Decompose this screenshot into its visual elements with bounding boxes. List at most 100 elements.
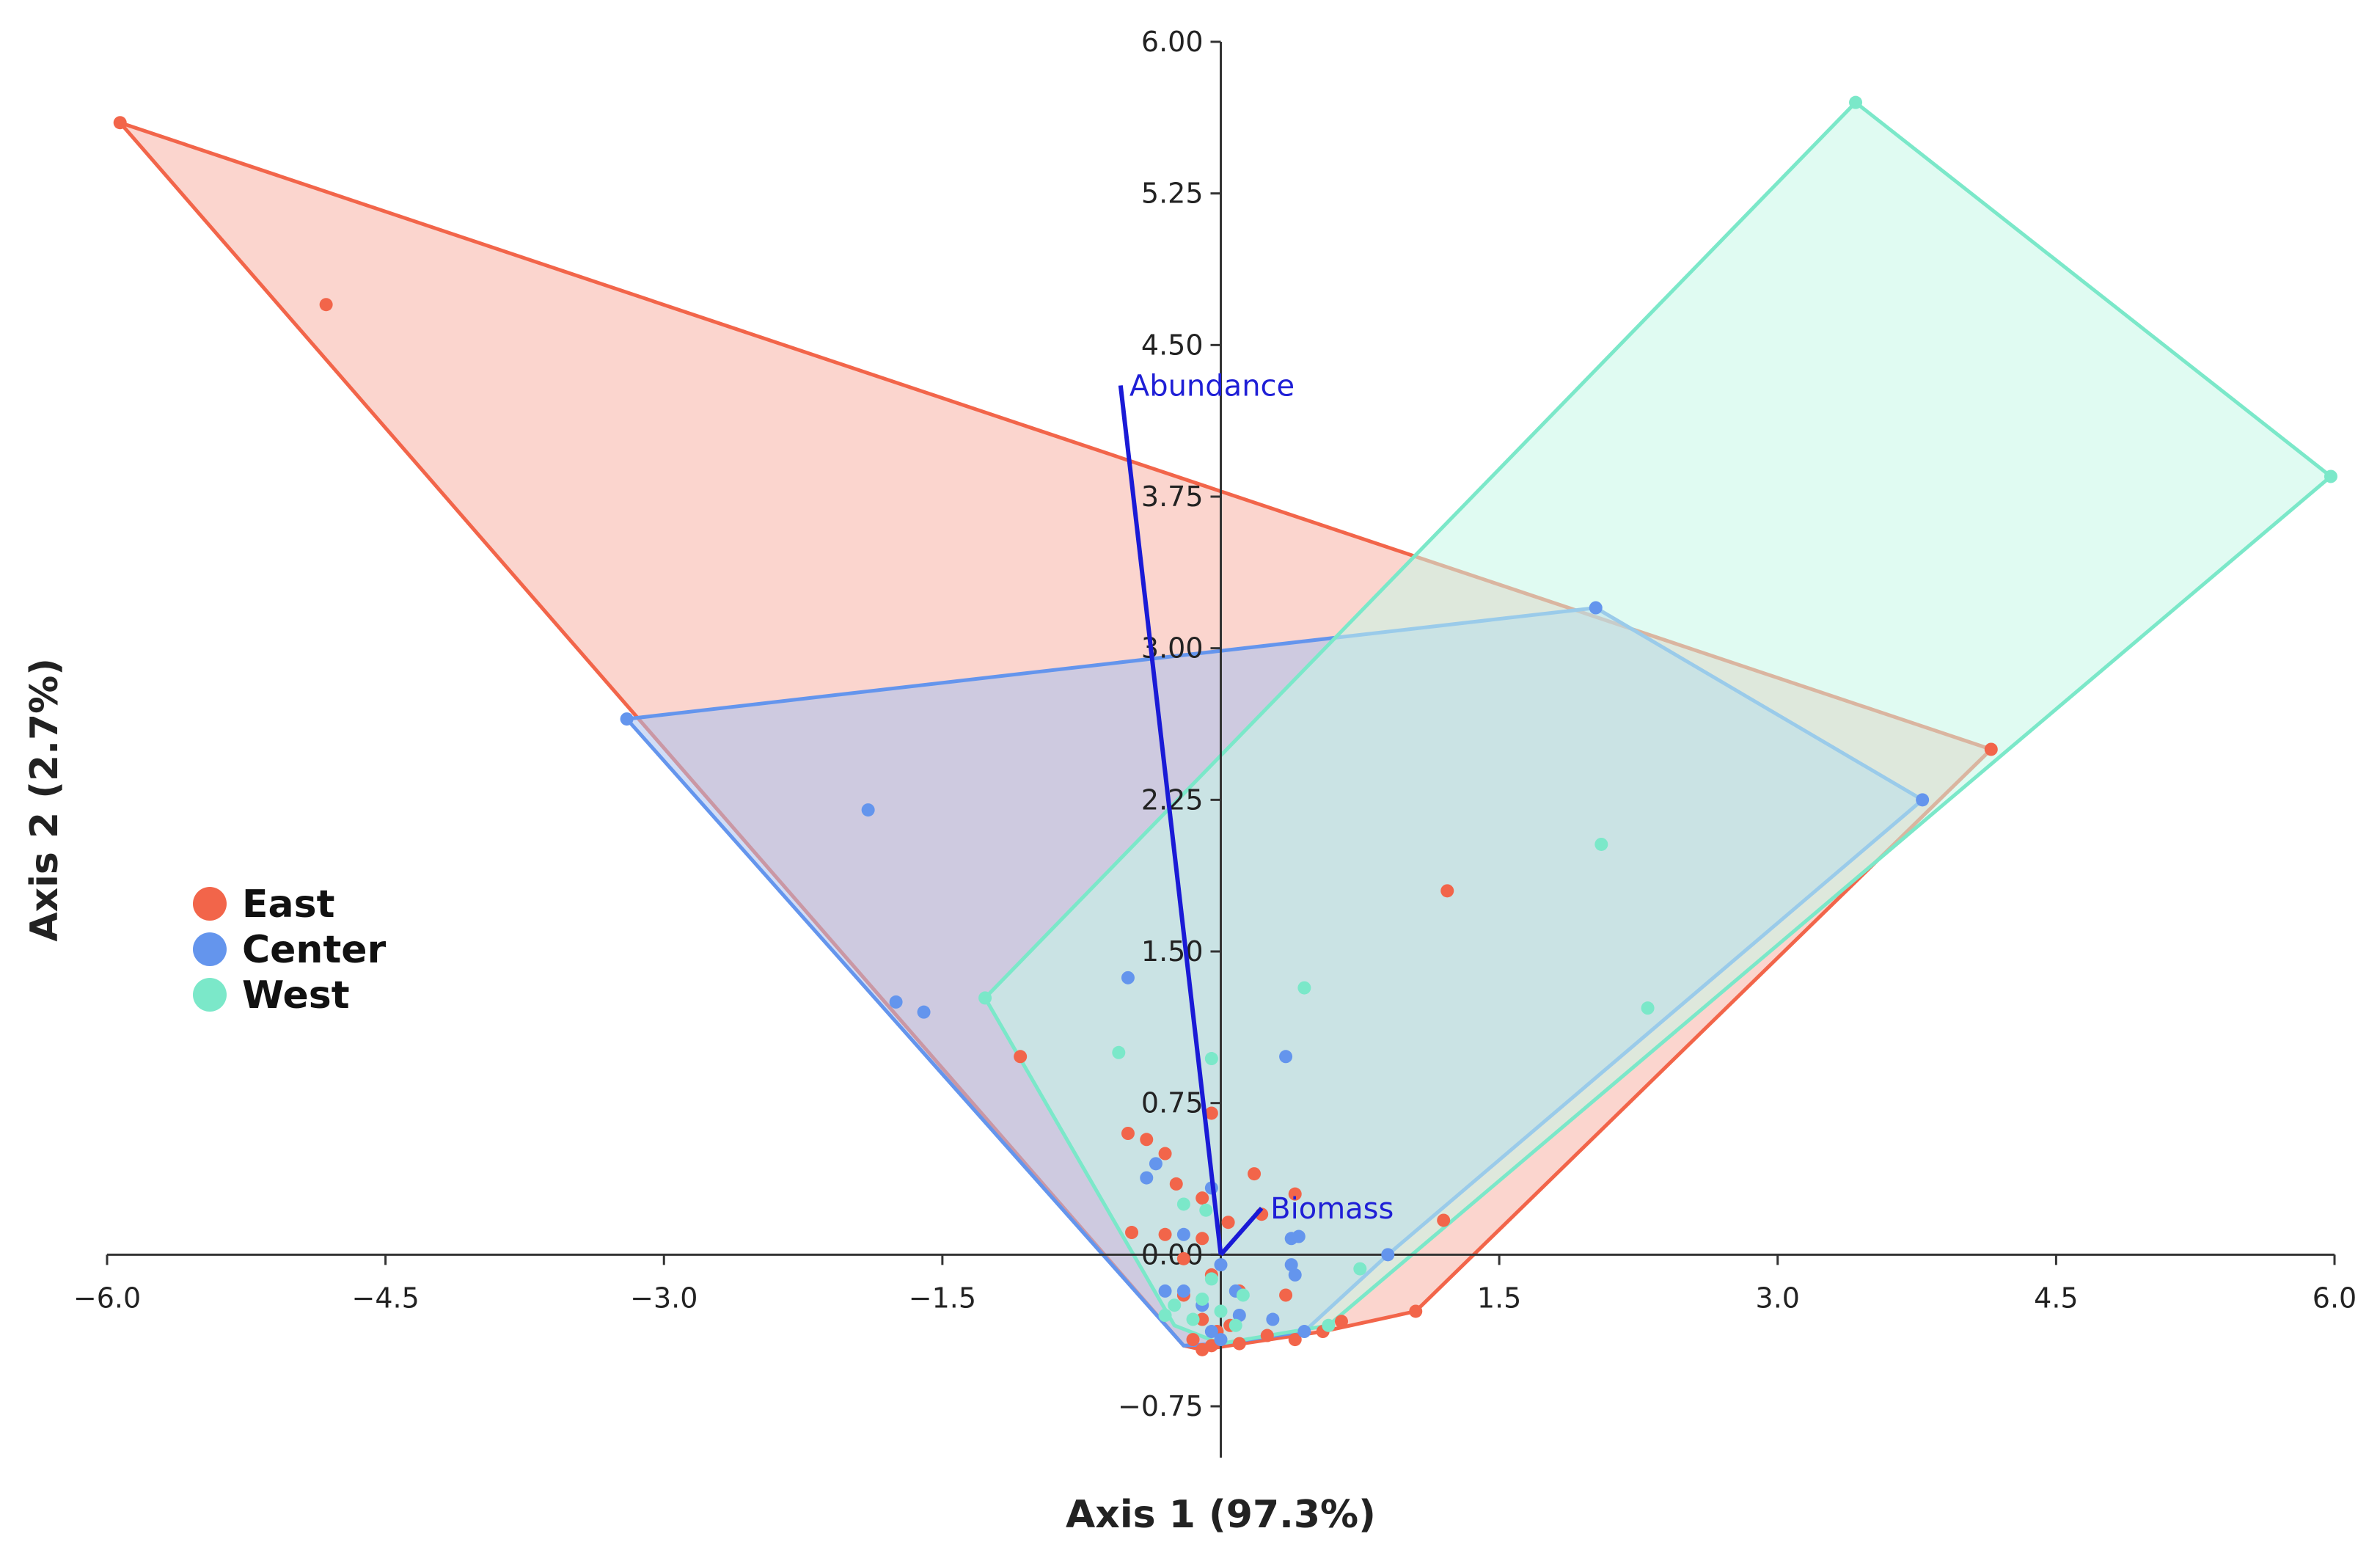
x-tick-label: −3.0 [630, 1282, 697, 1314]
legend-swatch-center [193, 932, 227, 966]
point-center [1916, 793, 1930, 807]
legend-swatch-west [193, 978, 227, 1012]
x-tick-label: −6.0 [73, 1282, 141, 1314]
point-center [1204, 1325, 1218, 1339]
point-east [1288, 1333, 1302, 1347]
point-west [978, 991, 992, 1005]
point-west [1186, 1312, 1200, 1326]
point-east [1221, 1216, 1235, 1229]
point-east [1440, 884, 1454, 898]
point-west [1236, 1288, 1250, 1302]
point-center [1266, 1312, 1280, 1326]
point-east [1984, 742, 1998, 756]
point-center [1176, 1227, 1190, 1241]
point-east [1248, 1167, 1262, 1181]
point-east [1196, 1191, 1209, 1205]
point-east [1169, 1177, 1183, 1191]
data-points [113, 95, 2337, 1356]
point-center [889, 995, 903, 1009]
point-center [1140, 1171, 1154, 1185]
point-center [1297, 1325, 1311, 1339]
legend-label-center: Center [242, 928, 387, 972]
y-tick-label: 5.25 [1141, 178, 1204, 210]
point-east [1140, 1133, 1154, 1147]
point-east [1288, 1187, 1302, 1201]
y-tick-label: 0.00 [1141, 1238, 1204, 1271]
y-tick-label: 0.75 [1141, 1087, 1204, 1119]
x-axis-ticks: −6.0 −4.5 −3.0 −1.5 1.5 3.0 4.5 6.0 [73, 1254, 2357, 1314]
vector-abundance [1118, 385, 1223, 1255]
point-center [1284, 1258, 1298, 1272]
legend-swatch-east [193, 887, 227, 921]
point-east [1409, 1304, 1423, 1318]
y-tick-label: −0.75 [1118, 1390, 1203, 1422]
vector-biomass [1219, 1206, 1264, 1257]
point-center [1121, 971, 1135, 984]
point-east [113, 116, 127, 130]
legend-label-west: West [242, 973, 350, 1017]
point-center [1158, 1284, 1172, 1298]
point-west [1849, 95, 1863, 109]
point-east [1158, 1227, 1172, 1241]
legend-label-east: East [242, 883, 334, 927]
biplot-vectors: Abundance Biomass [1118, 369, 1394, 1257]
point-west [1112, 1045, 1126, 1059]
y-tick-label: 2.25 [1141, 783, 1204, 816]
y-tick-label: 6.00 [1141, 26, 1204, 58]
point-west [1158, 1309, 1172, 1322]
point-east [1232, 1337, 1246, 1351]
point-center [917, 1005, 931, 1019]
point-west [1297, 981, 1311, 995]
point-center [1232, 1309, 1246, 1322]
point-center [1589, 601, 1603, 615]
x-tick-label: −4.5 [351, 1282, 419, 1314]
point-center [1214, 1258, 1228, 1272]
point-west [1229, 1318, 1242, 1332]
point-east [1196, 1342, 1209, 1356]
vector-label-biomass: Biomass [1270, 1192, 1394, 1226]
point-east [1196, 1312, 1209, 1326]
point-center [861, 803, 875, 817]
point-east [1335, 1315, 1349, 1329]
x-tick-label: 4.5 [2034, 1282, 2078, 1314]
point-west [1594, 837, 1608, 851]
x-tick-label: 6.0 [2313, 1282, 2357, 1314]
point-east [319, 298, 333, 312]
x-tick-label: 1.5 [1477, 1282, 1521, 1314]
point-east [1158, 1147, 1172, 1161]
axes: −6.0 −4.5 −3.0 −1.5 1.5 3.0 4.5 6.0 −0.75 0.00 0.… [73, 26, 2357, 1458]
point-west [1204, 1272, 1218, 1286]
point-west [2324, 469, 2337, 483]
y-axis-title: Axis 2 (2.7%) [23, 658, 67, 942]
point-east [1260, 1329, 1274, 1342]
point-center [1381, 1248, 1395, 1262]
point-east [1176, 1251, 1190, 1265]
y-tick-label: 4.50 [1141, 329, 1204, 361]
point-center [1279, 1050, 1293, 1064]
point-east [1279, 1288, 1293, 1302]
point-east [1125, 1226, 1139, 1240]
point-east [1437, 1213, 1451, 1227]
y-axis-ticks: −0.750.000.751.502.253.003.754.505.256.0… [1118, 26, 1221, 1422]
x-axis-title: Axis 1 (97.3%) [1066, 1493, 1376, 1537]
point-center [1288, 1268, 1302, 1282]
point-west [1204, 1052, 1218, 1066]
point-east [1186, 1333, 1200, 1347]
point-east [1121, 1127, 1135, 1140]
y-tick-label: 1.50 [1141, 935, 1204, 968]
point-west [1214, 1304, 1228, 1318]
vector-label-abundance: Abundance [1129, 369, 1295, 403]
y-tick-label: 3.75 [1141, 480, 1204, 513]
point-east [1014, 1050, 1028, 1064]
x-tick-label: 3.0 [1756, 1282, 1800, 1314]
point-east [1196, 1232, 1209, 1246]
convex-hulls [118, 101, 2333, 1352]
point-west [1641, 1001, 1655, 1015]
x-tick-label: −1.5 [909, 1282, 976, 1314]
point-west [1322, 1318, 1336, 1332]
point-center [1176, 1284, 1190, 1298]
point-center [1292, 1229, 1306, 1243]
point-center [620, 712, 634, 726]
